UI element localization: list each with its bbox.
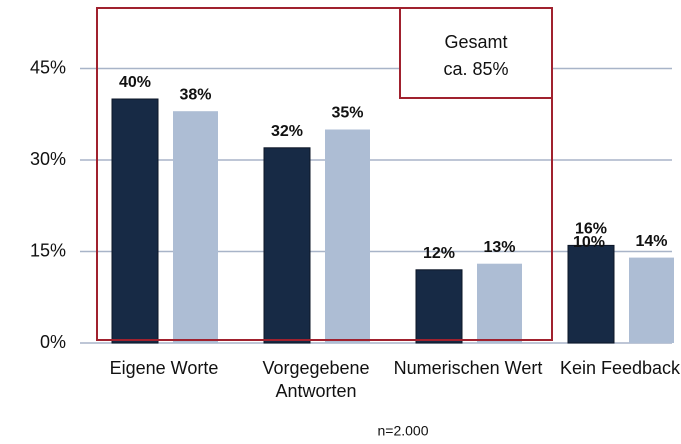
value-label: 40% (119, 74, 151, 91)
x-tick-label: Vorgegebene Antworten (262, 358, 370, 401)
bar (629, 257, 674, 343)
value-label: 35% (331, 105, 363, 122)
y-tick-label: 30% (30, 149, 66, 169)
value-label: 12% (423, 245, 455, 262)
x-tick-label: Eigene Worte (109, 358, 219, 378)
y-tick-label: 15% (30, 240, 66, 260)
x-tick-label: Kein Feedback (559, 358, 681, 378)
x-tick-label: Numerischen Wert (393, 358, 543, 378)
overlay-label: 10% (573, 234, 605, 251)
total-value: ca. 85% (443, 59, 508, 79)
value-label: 32% (271, 123, 303, 140)
bar (111, 98, 159, 344)
value-label: 16% (575, 221, 607, 238)
bar (325, 129, 370, 343)
value-label: 14% (635, 233, 667, 250)
y-tick-label: 45% (30, 57, 66, 77)
bar (477, 263, 522, 343)
value-label: 13% (483, 239, 515, 256)
bar (567, 244, 615, 344)
bar (415, 269, 463, 344)
total-title: Gesamt (444, 32, 507, 52)
highlight-box (96, 7, 553, 341)
sample-note: n=2.000 (378, 423, 429, 439)
y-tick-label: 0% (40, 332, 66, 352)
bar (173, 111, 218, 343)
bar (263, 147, 311, 344)
value-label: 38% (179, 86, 211, 103)
total-box (399, 7, 553, 99)
